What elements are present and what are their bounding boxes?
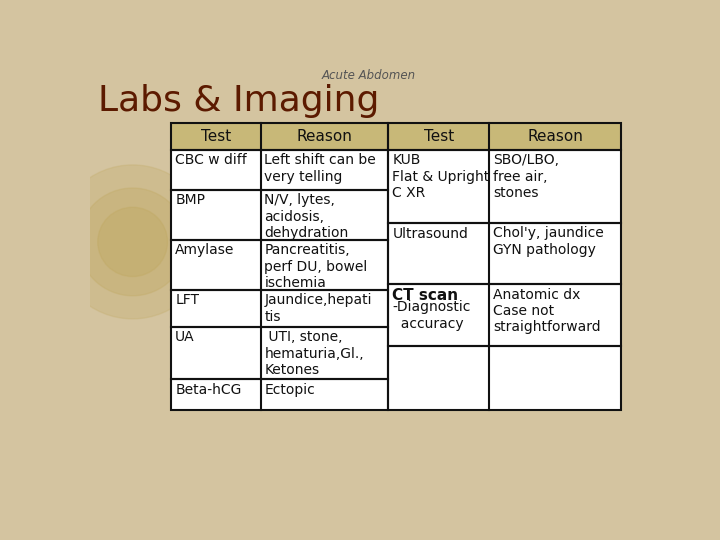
- Text: Test: Test: [423, 129, 454, 144]
- Text: KUB
Flat & Upright
C XR: KUB Flat & Upright C XR: [392, 153, 490, 200]
- Bar: [171, 190, 388, 240]
- Bar: [388, 123, 621, 150]
- Bar: [388, 150, 621, 222]
- Bar: [388, 284, 621, 346]
- Bar: [388, 346, 621, 410]
- Text: Reason: Reason: [527, 129, 583, 144]
- Text: Beta-hCG: Beta-hCG: [175, 383, 242, 397]
- Text: LFT: LFT: [175, 294, 199, 307]
- Bar: [171, 289, 388, 327]
- Text: Pancreatitis,
perf DU, bowel
ischemia: Pancreatitis, perf DU, bowel ischemia: [264, 244, 368, 290]
- Bar: [171, 327, 388, 379]
- Bar: [388, 222, 621, 284]
- Circle shape: [55, 165, 210, 319]
- Text: SBO/LBO,
free air,
stones: SBO/LBO, free air, stones: [493, 153, 559, 200]
- Bar: [171, 190, 388, 240]
- Bar: [171, 150, 388, 190]
- Bar: [388, 150, 621, 222]
- Bar: [171, 327, 388, 379]
- Bar: [388, 222, 621, 284]
- Bar: [171, 240, 388, 289]
- Bar: [388, 123, 621, 150]
- Text: CT scan: CT scan: [392, 288, 459, 303]
- Text: UTI, stone,
hematuria,Gl.,
Ketones: UTI, stone, hematuria,Gl., Ketones: [264, 330, 364, 377]
- Bar: [388, 346, 621, 410]
- Text: -Diagnostic
  accuracy: -Diagnostic accuracy: [392, 300, 471, 330]
- Text: Labs & Imaging: Labs & Imaging: [98, 84, 379, 118]
- Bar: [171, 123, 388, 150]
- Circle shape: [78, 188, 187, 296]
- Bar: [171, 379, 388, 410]
- Bar: [388, 284, 621, 346]
- Text: Test: Test: [201, 129, 231, 144]
- Bar: [171, 289, 388, 327]
- Text: Ultrasound: Ultrasound: [392, 226, 468, 240]
- Text: Left shift can be
very telling: Left shift can be very telling: [264, 153, 376, 184]
- Text: Ectopic: Ectopic: [264, 383, 315, 397]
- Text: Acute Abdomen: Acute Abdomen: [322, 69, 416, 82]
- Text: UA: UA: [175, 330, 195, 345]
- Text: CBC w diff: CBC w diff: [175, 153, 247, 167]
- Text: Reason: Reason: [297, 129, 352, 144]
- Bar: [171, 379, 388, 410]
- Circle shape: [98, 207, 168, 276]
- Text: N/V, lytes,
acidosis,
dehydration: N/V, lytes, acidosis, dehydration: [264, 193, 348, 240]
- Bar: [171, 240, 388, 289]
- Text: Chol'y, jaundice
GYN pathology: Chol'y, jaundice GYN pathology: [493, 226, 604, 256]
- Bar: [171, 123, 388, 150]
- Text: Jaundice,hepati
tis: Jaundice,hepati tis: [264, 294, 372, 323]
- Text: Anatomic dx
Case not
straightforward: Anatomic dx Case not straightforward: [493, 288, 600, 334]
- Text: BMP: BMP: [175, 193, 205, 207]
- Bar: [171, 150, 388, 190]
- Text: Amylase: Amylase: [175, 244, 235, 258]
